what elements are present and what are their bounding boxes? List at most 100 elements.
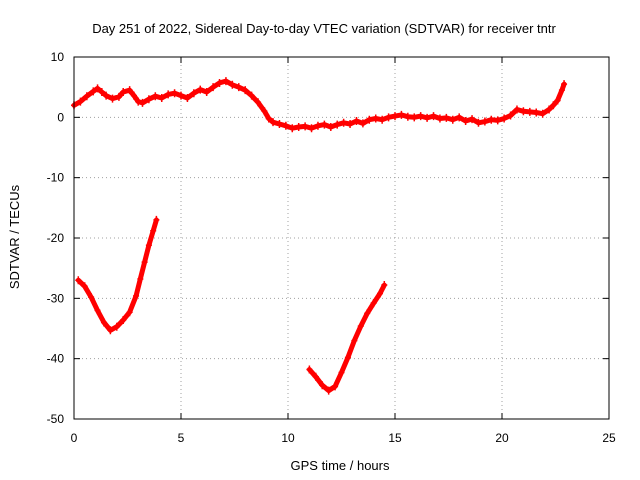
data-point: [344, 353, 351, 362]
data-point: [255, 98, 262, 107]
data-point: [351, 336, 358, 345]
data-point: [242, 86, 249, 95]
data-point: [334, 120, 341, 129]
series-line: [75, 217, 159, 333]
data-point: [377, 289, 384, 298]
series-main-track: [71, 77, 568, 133]
data-point: [100, 318, 107, 327]
data-point: [120, 87, 127, 96]
data-point: [135, 97, 142, 106]
series-lower-arc-1: [75, 215, 160, 335]
data-point: [475, 118, 482, 127]
data-point: [462, 116, 469, 125]
data-point: [94, 306, 101, 315]
y-tick-label: -40: [47, 352, 65, 366]
data-point: [75, 276, 82, 285]
data-point: [190, 89, 197, 98]
data-point: [282, 121, 289, 130]
data-point: [153, 215, 160, 224]
data-point: [203, 87, 210, 96]
data-series: [71, 77, 568, 395]
data-point: [109, 94, 116, 103]
x-tick-label: 15: [388, 431, 402, 445]
data-point: [103, 91, 110, 100]
data-point: [561, 80, 568, 89]
data-point: [158, 94, 165, 103]
data-point: [150, 226, 157, 235]
data-point: [456, 113, 463, 122]
series-lower-arc-2: [306, 281, 388, 395]
data-point: [120, 316, 127, 325]
x-axis-label: GPS time / hours: [291, 458, 390, 473]
data-point: [184, 94, 191, 103]
data-point: [229, 80, 236, 89]
data-point: [366, 115, 373, 124]
y-axis-label: SDTVAR / TECUs: [7, 184, 22, 289]
data-point: [319, 381, 326, 390]
data-point: [398, 110, 405, 119]
data-point: [216, 78, 223, 87]
data-point: [178, 91, 184, 100]
data-point: [379, 115, 386, 124]
data-point: [306, 365, 313, 374]
data-point: [340, 118, 347, 127]
x-tick-label: 0: [71, 431, 78, 445]
data-point: [210, 83, 217, 92]
data-point: [338, 368, 345, 377]
data-point: [152, 92, 159, 101]
data-point: [126, 308, 133, 317]
data-point: [115, 92, 122, 101]
data-point: [88, 293, 95, 302]
series-line: [71, 78, 567, 131]
data-point: [364, 309, 371, 318]
data-point: [411, 113, 418, 122]
data-point: [312, 372, 319, 381]
data-point: [90, 87, 97, 96]
data-point: [513, 105, 520, 114]
data-point: [494, 116, 501, 125]
data-point: [289, 124, 296, 133]
data-point: [314, 121, 321, 130]
data-point: [113, 322, 120, 331]
data-point: [137, 275, 144, 284]
data-point: [107, 326, 114, 335]
data-point: [550, 101, 557, 110]
y-tick-label: -20: [47, 231, 65, 245]
data-point: [302, 122, 309, 131]
data-point: [558, 86, 565, 95]
data-point: [481, 117, 488, 126]
data-point: [347, 119, 354, 128]
data-point: [276, 119, 283, 128]
data-point: [265, 114, 272, 123]
data-point: [501, 114, 508, 123]
data-point: [381, 281, 388, 290]
y-tick-label: -50: [47, 412, 65, 426]
data-point: [327, 122, 334, 131]
data-point: [98, 87, 105, 96]
data-point: [94, 84, 101, 93]
x-tick-label: 25: [602, 431, 616, 445]
data-point: [130, 91, 137, 100]
data-point: [77, 97, 84, 106]
x-tick-label: 10: [281, 431, 295, 445]
data-point: [83, 92, 90, 101]
data-point: [248, 91, 255, 100]
data-point: [424, 113, 431, 122]
y-tick-label: -10: [47, 171, 65, 185]
data-point: [145, 95, 152, 104]
data-point: [546, 105, 553, 114]
data-point: [133, 291, 140, 300]
data-point: [520, 107, 527, 116]
data-point: [235, 83, 242, 92]
x-tick-label: 5: [178, 431, 185, 445]
data-point: [145, 241, 152, 250]
data-point: [126, 86, 133, 95]
data-point: [526, 107, 533, 116]
data-point: [165, 90, 172, 99]
data-point: [171, 89, 178, 98]
data-point: [332, 382, 339, 391]
data-point: [139, 98, 146, 107]
data-point: [353, 116, 360, 125]
